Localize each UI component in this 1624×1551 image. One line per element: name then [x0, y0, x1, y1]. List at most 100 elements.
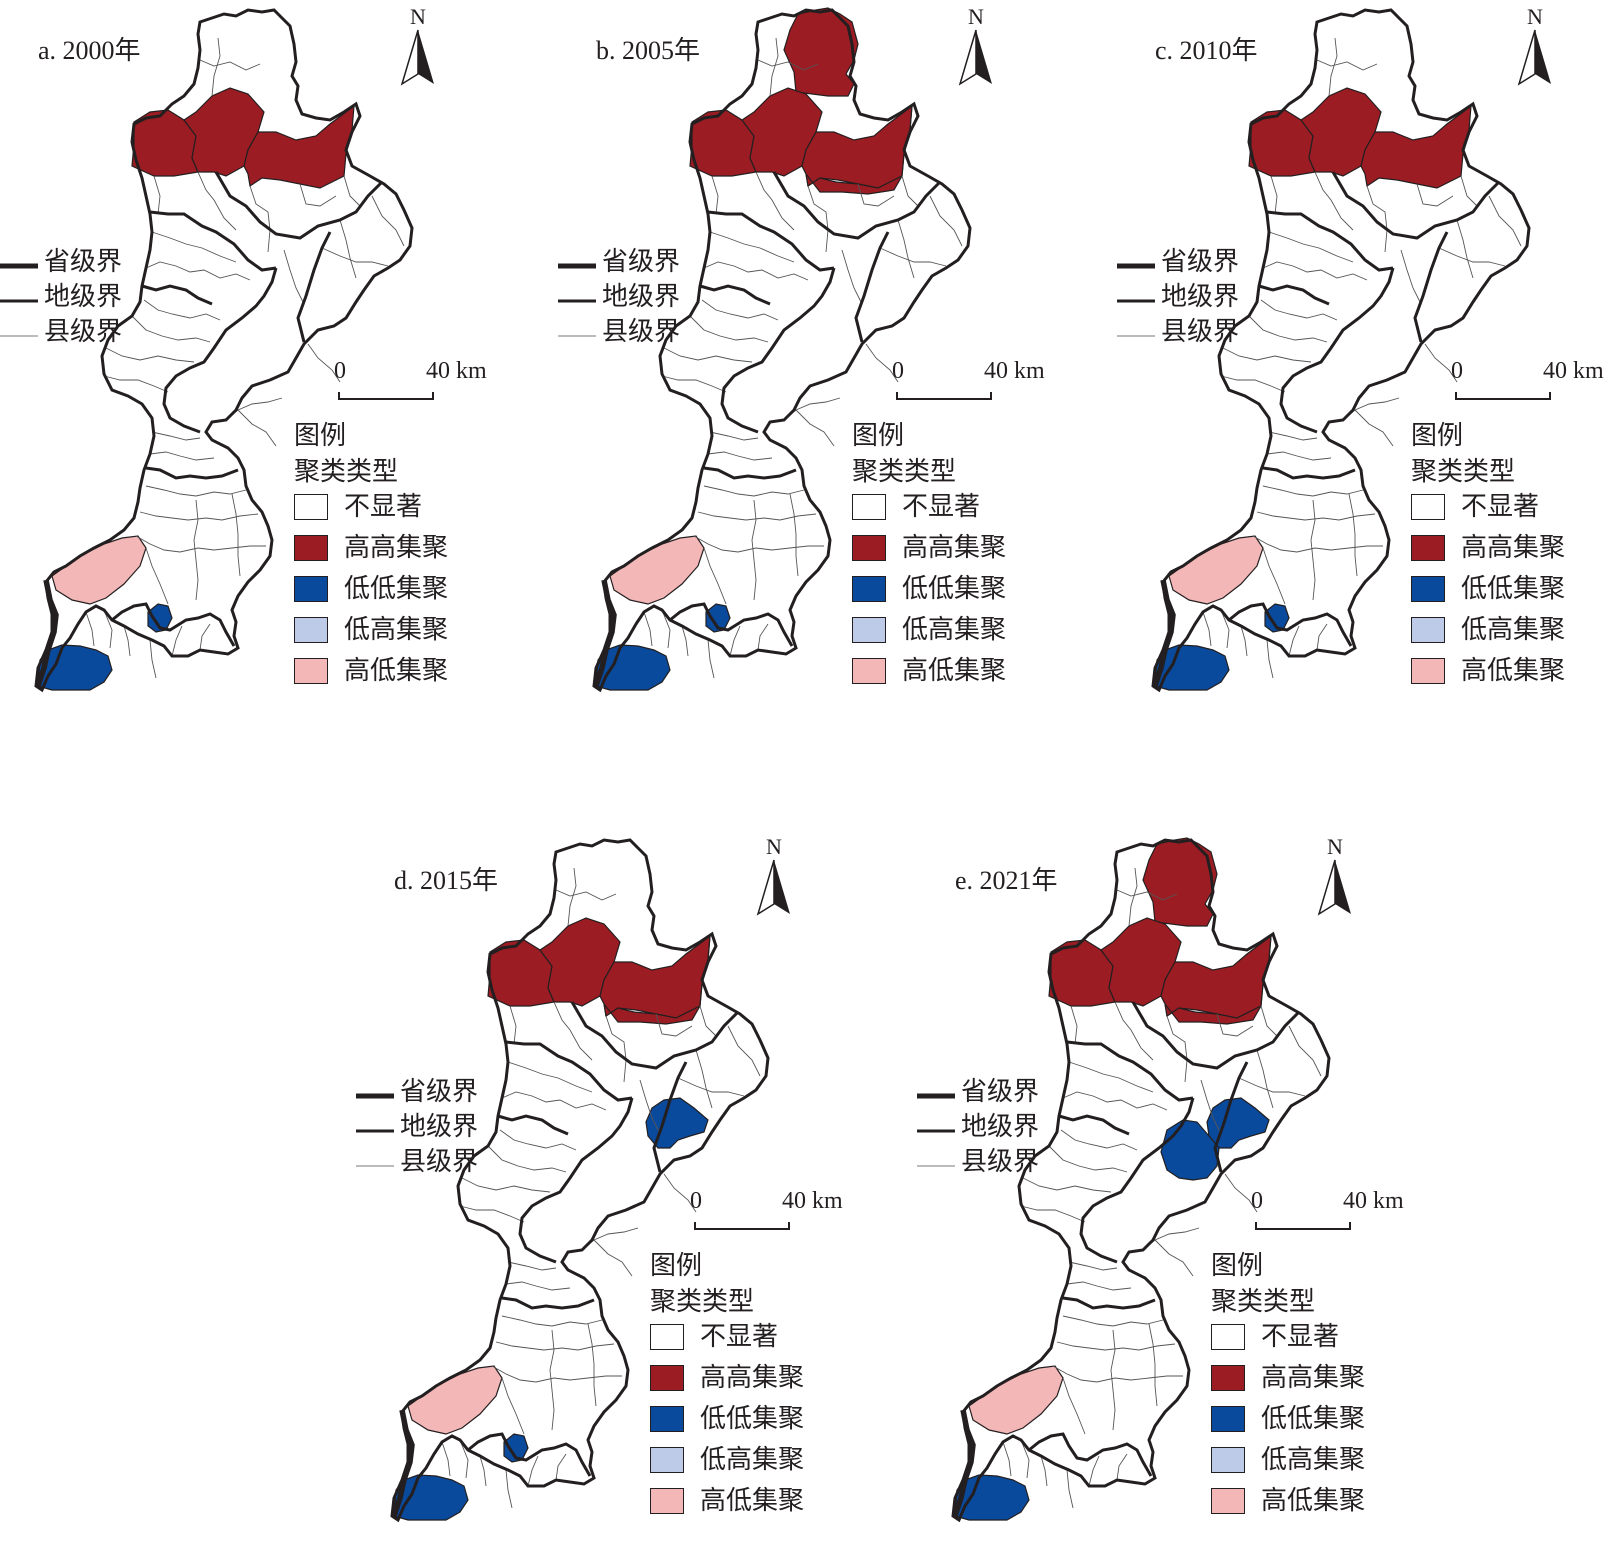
boundary-province: 省级界: [0, 246, 140, 281]
county-boundary: [1316, 623, 1328, 651]
prefecture-boundary: [501, 1296, 595, 1310]
legend-item: 高高集聚: [1411, 531, 1621, 572]
legend-swatch: [1211, 1447, 1245, 1473]
boundary-label: 县级界: [961, 1147, 1040, 1176]
county-boundary: [1456, 219, 1474, 279]
legend-swatch: [1411, 617, 1445, 643]
county-boundary: [1066, 1281, 1132, 1291]
boundary-legend: 省级界 地级界 县级界: [1117, 246, 1257, 351]
north-arrow: N: [1313, 836, 1357, 923]
county-boundary: [677, 1077, 745, 1097]
county-boundary: [307, 343, 341, 383]
county-boundary: [1068, 1061, 1154, 1093]
county-boundary: [527, 1455, 539, 1487]
prefecture-boundary: [1131, 1001, 1301, 1070]
county-boundary: [1438, 247, 1506, 267]
legend-label: 低低集聚: [1461, 574, 1566, 603]
county-boundary: [501, 1315, 603, 1327]
county-boundary: [211, 37, 221, 97]
boundary-label: 地级界: [400, 1112, 479, 1141]
scale-end: 40 km: [426, 358, 487, 384]
prefecture-boundary: [854, 231, 890, 343]
boundary-prefecture: 地级界: [917, 1111, 1057, 1146]
legend-label: 低高集聚: [902, 615, 1007, 644]
legend-label: 高高集聚: [1461, 533, 1566, 562]
region-high-high: [805, 105, 913, 195]
prefecture-boundary: [1331, 171, 1501, 240]
county-boundary: [1256, 511, 1376, 521]
county-boundary: [131, 315, 211, 343]
legend-label: 低高集聚: [1461, 615, 1566, 644]
prefecture-boundary: [1066, 1040, 1194, 1102]
county-boundary: [1200, 1079, 1222, 1135]
county-boundary: [1288, 1025, 1322, 1077]
county-boundary: [1062, 1377, 1086, 1435]
county-boundary: [343, 175, 361, 207]
county-boundary: [1052, 1365, 1183, 1383]
prefecture-line-icon: [558, 299, 596, 303]
legend-swatch: [852, 494, 886, 520]
prefecture-boundary: [1079, 1097, 1195, 1264]
region-high-high: [603, 935, 711, 1025]
legend-item: 低高集聚: [1411, 613, 1621, 654]
county-boundary: [479, 1455, 487, 1487]
prefecture-boundary: [707, 210, 835, 272]
legend-swatch: [650, 1365, 684, 1391]
county-boundary: [697, 511, 817, 521]
prefecture-outline: [592, 8, 972, 693]
county-boundary: [145, 261, 251, 281]
county-boundary: [1256, 1049, 1274, 1109]
scale-bar-line: [338, 392, 434, 400]
county-boundary: [151, 231, 237, 263]
legend-swatch: [852, 658, 886, 684]
legend-swatch: [294, 617, 328, 643]
county-boundary: [703, 261, 809, 281]
county-boundary: [795, 409, 835, 447]
legend-title: 图例: [1411, 421, 1464, 450]
county-boundary: [1260, 1005, 1278, 1037]
county-boundary: [1166, 1015, 1188, 1083]
prefecture-line-icon: [0, 299, 38, 303]
boundary-legend: 省级界 地级界 县级界: [558, 246, 698, 351]
panel-title: d. 2015年: [394, 866, 499, 895]
county-boundary: [1070, 1005, 1078, 1045]
prefecture-boundary: [720, 267, 836, 434]
legend-item: 不显著: [650, 1320, 860, 1361]
boundary-province: 省级界: [356, 1076, 496, 1111]
county-boundary: [701, 299, 779, 321]
prefecture-boundary: [1228, 602, 1353, 647]
prefecture-boundary: [497, 1114, 569, 1136]
panel-title: b. 2005年: [596, 36, 701, 65]
county-boundary: [1416, 183, 1454, 207]
boundary-label: 地级界: [602, 282, 681, 311]
scale-start: 0: [334, 358, 346, 384]
boundary-prefecture: 地级界: [1117, 281, 1257, 316]
county-boundary: [1348, 493, 1358, 577]
legend-item: 不显著: [1411, 490, 1621, 531]
county-boundary: [703, 485, 805, 497]
prefecture-boundary: [1266, 210, 1394, 272]
scale-bar: 0 40 km: [1451, 358, 1624, 408]
county-line-icon: [1117, 335, 1155, 337]
legend-swatch: [852, 535, 886, 561]
region-map: [390, 838, 770, 1523]
prefecture-boundary: [1062, 1296, 1156, 1310]
prefecture-boundary: [1413, 231, 1449, 343]
county-boundary: [1056, 1341, 1176, 1351]
province-boundary: [391, 1409, 415, 1517]
county-boundary: [1268, 431, 1318, 441]
cluster-legend: 图例 聚类类型 不显著 高高集聚 低低集聚 低高集聚 高低集聚: [650, 1248, 860, 1525]
prefecture-boundary: [1262, 466, 1356, 480]
county-boundary: [663, 1173, 697, 1213]
boundary-county: 县级界: [1117, 316, 1257, 351]
county-boundary: [1020, 1205, 1086, 1223]
county-boundary: [1224, 1173, 1258, 1213]
county-boundary: [549, 1329, 555, 1431]
region-low-low: [645, 1097, 709, 1149]
province-boundary: [1152, 579, 1176, 687]
county-boundary: [727, 1025, 761, 1077]
legend-item: 高低集聚: [294, 654, 504, 695]
county-boundary: [339, 219, 357, 279]
county-boundary: [1062, 1315, 1164, 1327]
boundary-prefecture: 地级界: [558, 281, 698, 316]
